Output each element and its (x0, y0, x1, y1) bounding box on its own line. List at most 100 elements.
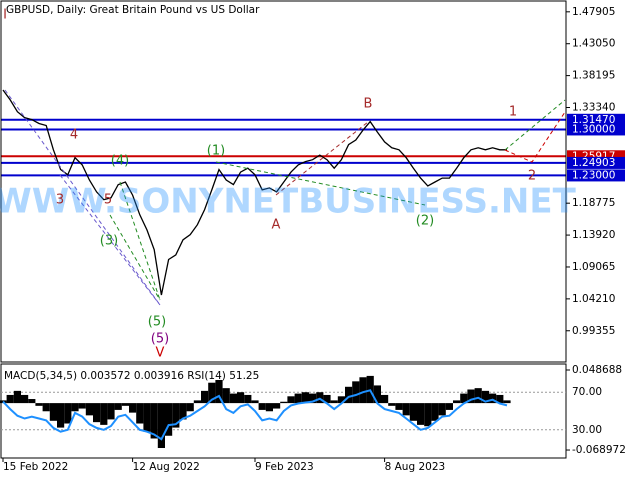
macd-bar (460, 393, 468, 404)
macd-bar (301, 392, 309, 404)
macd-bar (345, 386, 353, 404)
macd-bar (474, 388, 482, 404)
level-label-box (567, 123, 625, 136)
y-tick-label: 1.33340 (572, 102, 615, 114)
macd-bar (453, 400, 461, 404)
level-label: 1.23000 (572, 169, 615, 181)
wave-label: (3) (100, 234, 118, 249)
wave-label: (5) (148, 315, 166, 330)
macd-bar (193, 400, 201, 404)
watermark: WWW.SONYNETBUSINESS.NET (0, 182, 577, 222)
wave-label: 1 (509, 105, 517, 120)
macd-bar (409, 403, 417, 421)
macd-bar (150, 403, 158, 439)
indicator-frame (0, 363, 567, 459)
macd-bar (373, 385, 381, 404)
macd-bar (35, 403, 43, 406)
indicator-title: MACD(5,34,5) 0.003572 0.003916 RSI(14) 5… (4, 370, 259, 382)
macd-bar (273, 403, 281, 409)
macd-bar (208, 382, 216, 404)
wave-label: 4 (70, 128, 78, 143)
wave-line (109, 214, 161, 301)
wave-label: 5 (104, 193, 112, 208)
macd-bar (222, 388, 230, 404)
macd-bar (244, 394, 252, 404)
macd-bar (157, 403, 165, 449)
macd-bar (467, 389, 475, 404)
macd-bar (28, 399, 36, 404)
macd-bar (136, 403, 144, 424)
macd-bar (395, 403, 403, 410)
macd-bar (57, 403, 65, 428)
macd-bar (186, 403, 194, 412)
macd-bar (323, 394, 331, 404)
y-tick-label: 0.99355 (572, 325, 615, 337)
y-tick-label: 1.18775 (572, 197, 615, 209)
wave-label: (5) (151, 332, 169, 347)
macd-bar (6, 394, 14, 404)
wave-label: (4) (111, 154, 129, 169)
macd-bar (179, 403, 187, 420)
macd-bar (381, 394, 389, 404)
wave-label: 3 (56, 193, 64, 208)
y-tick-label: 1.13920 (572, 229, 615, 241)
macd-bar (489, 393, 497, 404)
wave-line (4, 89, 161, 306)
macd-bar (503, 400, 511, 404)
macd-bar (107, 403, 115, 420)
macd-bar (42, 403, 50, 412)
rsi-line (2, 389, 508, 441)
macd-bar (165, 403, 173, 436)
macd-bar (265, 403, 273, 412)
macd-bar (481, 390, 489, 404)
wave-label: I (3, 8, 7, 23)
y-tick-label: 1.47905 (572, 6, 615, 18)
macd-bar (100, 403, 108, 425)
wave-label: (2) (416, 214, 434, 229)
y-tick-label: 1.38195 (572, 70, 615, 82)
level-label-box (567, 113, 625, 126)
macd-bar (215, 379, 223, 404)
macd-bar (359, 377, 367, 404)
macd-bar (49, 403, 57, 421)
macd-bar (93, 403, 101, 423)
macd-bar (445, 403, 453, 410)
macd-bar (201, 390, 209, 404)
level-label-box (567, 156, 625, 169)
wave-lines (4, 89, 566, 306)
wave-label: (1) (207, 144, 225, 159)
macd-bar (129, 403, 137, 413)
macd-bar (143, 403, 151, 432)
macd-bar (280, 401, 288, 404)
y-tick-label: 70.00 (572, 386, 602, 398)
x-tick-label: 8 Aug 2023 (385, 461, 446, 473)
macd-bar (316, 392, 324, 404)
price-line (2, 89, 507, 296)
wave-label: 2 (528, 169, 536, 184)
level-label: 1.24903 (572, 157, 615, 169)
macd-bar (402, 403, 410, 416)
macd-bar (337, 396, 345, 404)
macd-bar (71, 403, 79, 412)
macd-bar (121, 403, 129, 406)
wave-line (215, 161, 426, 206)
level-label: 1.30000 (572, 123, 615, 135)
level-label: 1.31470 (572, 114, 615, 126)
wave-label: B (364, 97, 373, 112)
macd-bar (417, 403, 425, 425)
macd-bar (85, 403, 93, 416)
macd-bar (496, 394, 504, 404)
macd-bar (237, 392, 245, 404)
macd-bar (78, 403, 86, 409)
y-tick-label: 0.048688 (572, 364, 622, 376)
main-frame (0, 0, 567, 363)
macd-bar (172, 403, 180, 428)
main-plot (1, 89, 566, 296)
y-tick-label: 30.00 (572, 424, 602, 436)
wave-label: A (272, 218, 281, 233)
wave-line (275, 121, 369, 196)
macd-bar (309, 393, 317, 404)
wave-line (59, 174, 161, 306)
x-tick-label: 15 Feb 2022 (3, 461, 68, 473)
wave-label: V (156, 346, 165, 361)
